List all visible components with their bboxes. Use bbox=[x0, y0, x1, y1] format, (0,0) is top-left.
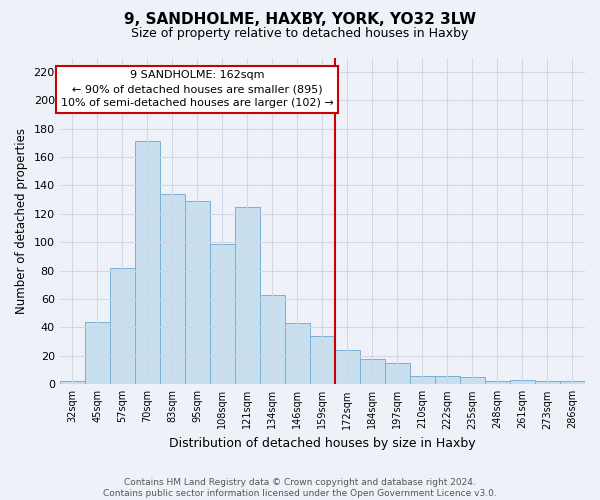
Text: Size of property relative to detached houses in Haxby: Size of property relative to detached ho… bbox=[131, 28, 469, 40]
Bar bbox=[410, 376, 435, 384]
Bar bbox=[160, 194, 185, 384]
Bar bbox=[285, 323, 310, 384]
Bar bbox=[360, 358, 385, 384]
Bar bbox=[310, 336, 335, 384]
Bar bbox=[460, 377, 485, 384]
Bar bbox=[385, 363, 410, 384]
X-axis label: Distribution of detached houses by size in Haxby: Distribution of detached houses by size … bbox=[169, 437, 476, 450]
Text: 9, SANDHOLME, HAXBY, YORK, YO32 3LW: 9, SANDHOLME, HAXBY, YORK, YO32 3LW bbox=[124, 12, 476, 28]
Y-axis label: Number of detached properties: Number of detached properties bbox=[15, 128, 28, 314]
Bar bbox=[110, 268, 135, 384]
Bar bbox=[435, 376, 460, 384]
Bar bbox=[485, 382, 510, 384]
Bar bbox=[135, 142, 160, 384]
Bar bbox=[185, 201, 210, 384]
Bar bbox=[85, 322, 110, 384]
Bar bbox=[510, 380, 535, 384]
Bar bbox=[535, 382, 560, 384]
Bar bbox=[235, 206, 260, 384]
Bar bbox=[260, 295, 285, 384]
Text: 9 SANDHOLME: 162sqm
← 90% of detached houses are smaller (895)
10% of semi-detac: 9 SANDHOLME: 162sqm ← 90% of detached ho… bbox=[61, 70, 334, 108]
Bar bbox=[560, 382, 585, 384]
Bar bbox=[59, 382, 85, 384]
Bar bbox=[335, 350, 360, 384]
Text: Contains HM Land Registry data © Crown copyright and database right 2024.
Contai: Contains HM Land Registry data © Crown c… bbox=[103, 478, 497, 498]
Bar bbox=[210, 244, 235, 384]
